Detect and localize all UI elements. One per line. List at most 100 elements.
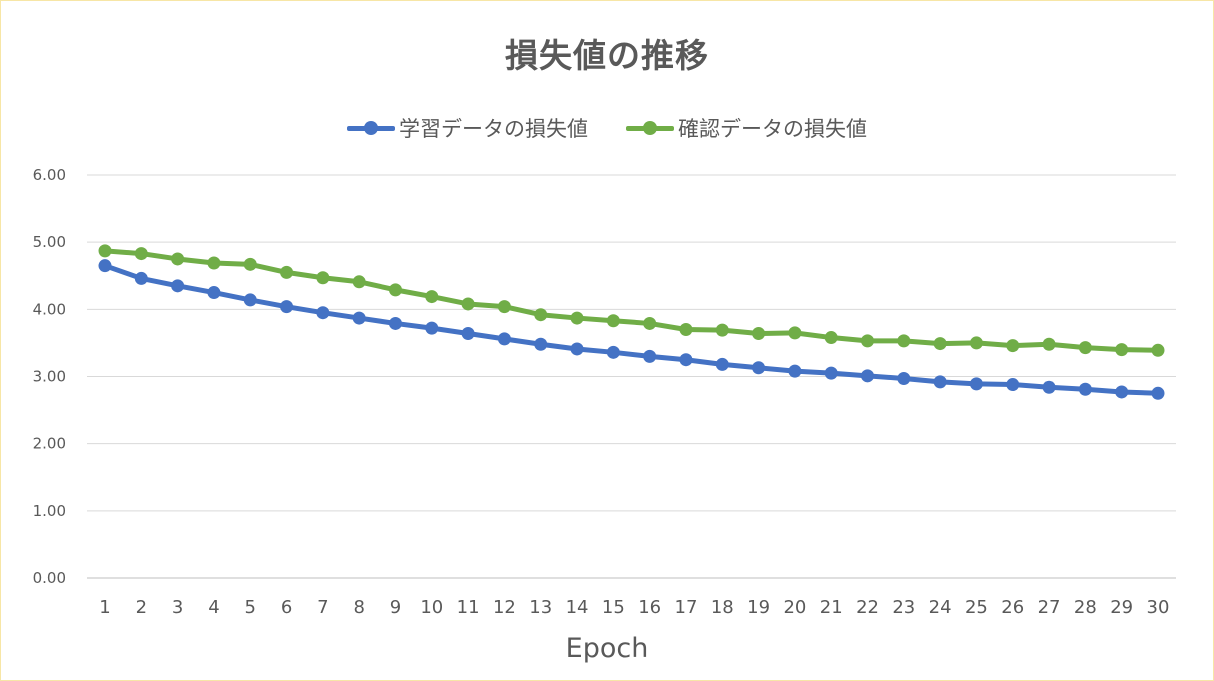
chart-title: 損失値の推移	[505, 36, 709, 75]
data-point-validation[interactable]	[388, 283, 402, 297]
data-point-train[interactable]	[134, 271, 148, 285]
data-point-validation[interactable]	[316, 271, 330, 285]
y-tick-label: 2.00	[33, 435, 66, 453]
data-point-train[interactable]	[352, 311, 366, 325]
data-point-train[interactable]	[824, 366, 838, 380]
data-point-validation[interactable]	[861, 334, 875, 348]
series-line-train	[102, 263, 1161, 396]
data-point-validation[interactable]	[134, 247, 148, 261]
x-tick-label: 29	[1110, 597, 1133, 618]
data-point-train[interactable]	[752, 361, 766, 375]
data-point-validation[interactable]	[1151, 343, 1165, 357]
data-point-train[interactable]	[570, 342, 584, 356]
data-point-validation[interactable]	[352, 275, 366, 289]
data-point-train[interactable]	[98, 259, 112, 273]
y-tick-label: 1.00	[33, 502, 66, 520]
x-tick-label: 18	[711, 597, 734, 618]
data-point-train[interactable]	[1151, 386, 1165, 400]
data-point-validation[interactable]	[280, 265, 294, 279]
x-tick-label: 25	[965, 597, 988, 618]
data-point-train[interactable]	[280, 300, 294, 314]
y-tick-label: 3.00	[33, 368, 66, 386]
data-point-train[interactable]	[1115, 385, 1129, 399]
data-point-train[interactable]	[643, 349, 657, 363]
data-point-validation[interactable]	[1006, 339, 1020, 353]
data-point-train[interactable]	[171, 279, 185, 293]
data-point-validation[interactable]	[752, 327, 766, 341]
x-tick-label: 14	[566, 597, 589, 618]
data-point-validation[interactable]	[461, 297, 475, 311]
x-tick-label: 8	[353, 597, 364, 618]
x-tick-label: 4	[208, 597, 219, 618]
data-point-validation[interactable]	[425, 290, 439, 304]
x-tick-label: 26	[1001, 597, 1024, 618]
x-tick-label: 3	[172, 597, 183, 618]
data-point-train[interactable]	[933, 375, 947, 389]
data-point-validation[interactable]	[643, 316, 657, 330]
x-tick-label: 20	[783, 597, 806, 618]
data-point-validation[interactable]	[679, 322, 693, 336]
data-point-train[interactable]	[897, 372, 911, 386]
x-tick-label: 23	[892, 597, 915, 618]
data-point-train[interactable]	[679, 353, 693, 367]
data-point-train[interactable]	[243, 293, 257, 307]
legend-item-train[interactable]: 学習データの損失値	[347, 113, 588, 143]
data-point-validation[interactable]	[1115, 343, 1129, 357]
data-point-train[interactable]	[461, 327, 475, 341]
x-tick-label: 1	[99, 597, 110, 618]
data-point-train[interactable]	[425, 321, 439, 335]
data-point-train[interactable]	[969, 377, 983, 391]
x-tick-label: 5	[245, 597, 256, 618]
x-tick-label: 2	[136, 597, 147, 618]
data-point-train[interactable]	[1006, 378, 1020, 392]
y-tick-label: 5.00	[33, 233, 66, 251]
data-point-train[interactable]	[207, 286, 221, 300]
data-point-validation[interactable]	[497, 300, 511, 314]
data-point-validation[interactable]	[1042, 337, 1056, 351]
data-point-validation[interactable]	[788, 326, 802, 340]
legend-item-validation[interactable]: 確認データの損失値	[626, 113, 867, 143]
data-point-validation[interactable]	[570, 311, 584, 325]
data-point-validation[interactable]	[207, 256, 221, 270]
data-point-train[interactable]	[316, 306, 330, 320]
y-tick-label: 0.00	[33, 569, 66, 587]
x-tick-label: 17	[675, 597, 698, 618]
data-point-train[interactable]	[788, 364, 802, 378]
x-tick-label: 6	[281, 597, 292, 618]
legend-label-train: 学習データの損失値	[399, 117, 588, 141]
x-tick-label: 24	[929, 597, 952, 618]
x-tick-label: 27	[1038, 597, 1061, 618]
data-point-train[interactable]	[534, 337, 548, 351]
data-point-validation[interactable]	[534, 308, 548, 322]
data-point-validation[interactable]	[243, 257, 257, 271]
data-point-train[interactable]	[715, 357, 729, 371]
x-tick-label: 12	[493, 597, 516, 618]
y-tick-label: 4.00	[33, 300, 66, 318]
data-point-train[interactable]	[388, 316, 402, 330]
legend-swatch-validation	[626, 121, 674, 135]
x-tick-label: 16	[638, 597, 661, 618]
data-point-validation[interactable]	[933, 337, 947, 351]
legend: 学習データの損失値 確認データの損失値	[1, 113, 1213, 143]
data-point-validation[interactable]	[715, 323, 729, 337]
data-point-validation[interactable]	[606, 314, 620, 328]
data-point-train[interactable]	[497, 332, 511, 346]
x-tick-label: 28	[1074, 597, 1097, 618]
data-point-validation[interactable]	[897, 334, 911, 348]
data-point-train[interactable]	[606, 345, 620, 359]
data-point-validation[interactable]	[1078, 341, 1092, 355]
data-point-validation[interactable]	[824, 331, 838, 345]
data-point-validation[interactable]	[98, 244, 112, 258]
y-tick-label: 6.00	[33, 166, 66, 184]
data-point-validation[interactable]	[171, 252, 185, 266]
x-tick-label: 22	[856, 597, 879, 618]
x-tick-label: 11	[457, 597, 480, 618]
data-point-train[interactable]	[1078, 382, 1092, 396]
legend-swatch-train	[347, 121, 395, 135]
data-point-train[interactable]	[861, 369, 875, 383]
data-point-validation[interactable]	[969, 336, 983, 350]
data-point-train[interactable]	[1042, 380, 1056, 394]
x-tick-label: 13	[529, 597, 552, 618]
x-tick-label: 10	[420, 597, 443, 618]
